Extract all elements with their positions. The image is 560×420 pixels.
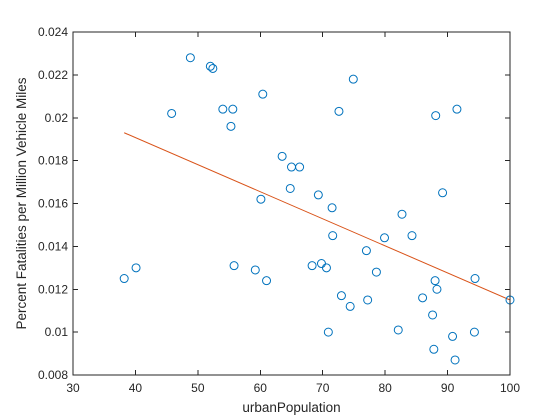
data-point [393, 325, 403, 335]
data-point [226, 121, 236, 131]
data-point [448, 331, 458, 341]
data-point [323, 327, 333, 337]
data-point [131, 263, 141, 273]
data-point [307, 261, 317, 271]
data-point [334, 106, 344, 116]
data-point [363, 295, 373, 305]
y-tick-label: 0.024 [38, 25, 68, 39]
data-point [119, 274, 129, 284]
x-axis-label: urbanPopulation [242, 400, 340, 415]
y-tick-label: 0.018 [38, 154, 68, 168]
data-point [258, 89, 268, 99]
data-point [208, 63, 218, 73]
x-tick-label: 60 [254, 381, 268, 395]
data-point [328, 231, 338, 241]
y-axis-ticks: 0.008 0.01 0.012 0.014 0.016 0.018 0.02 0.022 0.… [38, 25, 510, 382]
x-axis-ticks: 30 40 50 60 70 80 90 100 [66, 32, 520, 395]
data-point [348, 74, 358, 84]
plot-background [73, 32, 510, 375]
data-point [432, 284, 442, 294]
x-tick-label: 50 [191, 381, 205, 395]
data-point [285, 183, 295, 193]
data-point [345, 301, 355, 311]
data-point [431, 111, 441, 121]
data-point [205, 61, 215, 71]
data-point [321, 263, 331, 273]
data-point [430, 276, 440, 286]
data-point [380, 233, 390, 243]
data-point [428, 310, 438, 320]
y-tick-label: 0.022 [38, 68, 68, 82]
data-point [336, 291, 346, 301]
plot-area [73, 32, 510, 375]
x-tick-label: 90 [441, 381, 455, 395]
fit-line-layer [123, 132, 511, 301]
data-point [371, 267, 381, 277]
data-point [167, 108, 177, 118]
data-point [361, 246, 371, 256]
data-point [313, 190, 323, 200]
data-point [256, 194, 266, 204]
x-tick-label: 40 [129, 381, 143, 395]
y-tick-label: 0.008 [38, 368, 68, 382]
data-point [262, 276, 272, 286]
y-tick-label: 0.01 [45, 325, 69, 339]
data-point [397, 209, 407, 219]
data-point [438, 188, 448, 198]
data-point [327, 203, 337, 213]
y-axis-label: Percent Fatalities per Million Vehicle M… [14, 77, 29, 329]
data-point [218, 104, 228, 114]
data-point [418, 293, 428, 303]
data-point [250, 265, 260, 275]
data-point [407, 231, 417, 241]
data-point [470, 274, 480, 284]
data-point [277, 151, 287, 161]
data-point [295, 162, 305, 172]
y-tick-label: 0.014 [38, 239, 68, 253]
data-point [185, 53, 195, 63]
data-point [429, 344, 439, 354]
x-tick-label: 70 [316, 381, 330, 395]
y-tick-label: 0.016 [38, 197, 68, 211]
data-point [228, 104, 238, 114]
x-tick-label: 80 [378, 381, 392, 395]
trend-line [123, 132, 511, 301]
data-point [229, 261, 239, 271]
data-point [450, 355, 460, 365]
y-tick-label: 0.02 [45, 111, 69, 125]
data-points [119, 53, 515, 365]
data-point [452, 104, 462, 114]
data-point [469, 327, 479, 337]
y-tick-label: 0.012 [38, 282, 68, 296]
x-tick-label: 100 [500, 381, 520, 395]
x-tick-label: 30 [66, 381, 80, 395]
